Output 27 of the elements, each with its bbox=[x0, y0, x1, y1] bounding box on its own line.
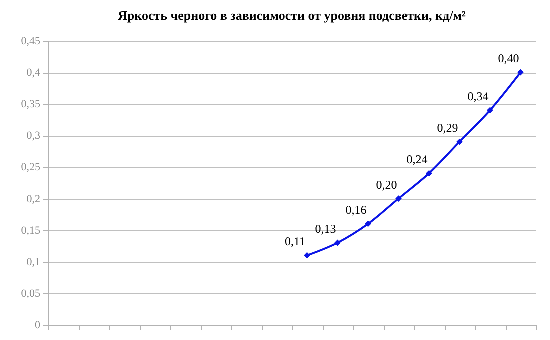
data-label: 0,11 bbox=[284, 234, 306, 249]
point bbox=[456, 138, 463, 146]
data-label: 0,34 bbox=[468, 89, 489, 104]
y-tick-label: 0,15 bbox=[21, 224, 41, 237]
y-tick-label: 0,1 bbox=[26, 256, 40, 268]
data-label: 0,40 bbox=[498, 52, 520, 66]
point bbox=[365, 220, 372, 228]
y-tick-label: 0,2 bbox=[26, 193, 40, 206]
y-tick-label: 0,3 bbox=[26, 130, 41, 142]
y-tick-label: 0,4 bbox=[26, 67, 41, 80]
point bbox=[396, 196, 402, 202]
y-tick-label: 0 bbox=[35, 320, 41, 332]
data-label: 0,16 bbox=[346, 203, 367, 218]
chart-title: Яркость черного в зависимости от уровня подсветки, кд/м² bbox=[118, 8, 466, 23]
data-label: 0,24 bbox=[406, 152, 428, 167]
data-label: 0,20 bbox=[376, 178, 398, 192]
data-label: 0,29 bbox=[437, 120, 458, 135]
y-tick-label: 0,25 bbox=[21, 162, 41, 174]
y-tick-label: 0,45 bbox=[21, 36, 41, 48]
y-tick-label: 0,35 bbox=[21, 98, 41, 111]
point bbox=[426, 170, 432, 177]
point bbox=[487, 107, 494, 114]
point bbox=[518, 69, 524, 76]
data-label: 0,13 bbox=[315, 222, 336, 236]
y-tick-label: 0,05 bbox=[21, 288, 41, 300]
point bbox=[304, 252, 310, 259]
point bbox=[334, 240, 341, 246]
